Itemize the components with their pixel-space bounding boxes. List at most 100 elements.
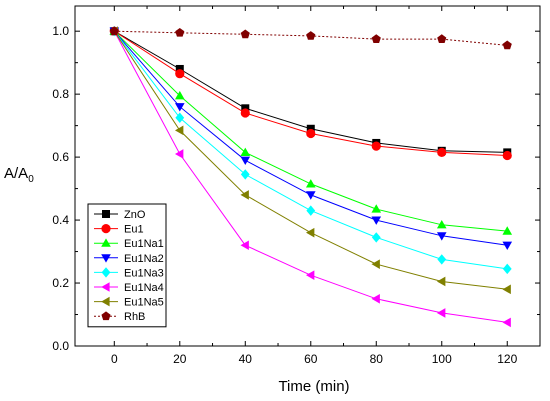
data-point bbox=[305, 270, 315, 280]
data-point bbox=[371, 259, 380, 269]
data-point bbox=[371, 34, 381, 43]
y-tick-label: 0.2 bbox=[52, 276, 69, 290]
data-point bbox=[437, 147, 447, 157]
data-point bbox=[175, 27, 185, 37]
x-tick-label: 40 bbox=[239, 352, 253, 366]
data-point bbox=[174, 125, 184, 136]
data-point bbox=[240, 108, 250, 118]
y-tick-label: 0.4 bbox=[52, 213, 69, 227]
data-point bbox=[502, 241, 513, 251]
x-axis-title: Time (min) bbox=[278, 378, 349, 395]
x-tick-label: 100 bbox=[432, 352, 452, 366]
data-point bbox=[175, 112, 185, 123]
legend-item: Eu1Na3 bbox=[94, 267, 164, 279]
data-point bbox=[305, 227, 315, 238]
x-tick-label: 0 bbox=[111, 352, 118, 366]
data-point bbox=[502, 284, 511, 295]
y-axis-title-sub: 0 bbox=[28, 174, 34, 185]
y-axis: 0.0 0.2 0.4 0.6 0.8 1.0 bbox=[52, 24, 540, 353]
legend-label: Eu1Na2 bbox=[124, 253, 164, 265]
data-point bbox=[502, 40, 512, 50]
y-tick-label: 0.8 bbox=[52, 87, 69, 101]
data-point bbox=[305, 179, 316, 188]
legend-item: Eu1Na5 bbox=[94, 297, 164, 309]
series-line bbox=[113, 30, 508, 323]
data-point bbox=[240, 29, 250, 39]
data-point bbox=[502, 226, 513, 235]
series-eu1 bbox=[109, 26, 512, 161]
legend-label: Eu1Na1 bbox=[124, 238, 164, 250]
data-point bbox=[502, 317, 511, 328]
y-tick-label: 0.0 bbox=[52, 339, 69, 353]
data-point bbox=[174, 103, 185, 112]
legend-label: Eu1Na5 bbox=[124, 297, 164, 309]
data-point bbox=[240, 190, 249, 200]
y-axis-title-main: A/A bbox=[4, 165, 28, 182]
plot-frame bbox=[74, 5, 541, 347]
y-axis-title: A/A0 bbox=[4, 165, 34, 185]
x-tick-label: 80 bbox=[370, 352, 384, 366]
legend-item: Eu1Na4 bbox=[94, 282, 164, 294]
data-point bbox=[174, 149, 184, 159]
series-layer bbox=[109, 25, 513, 328]
x-tick-label: 60 bbox=[304, 352, 318, 366]
legend-label: RhB bbox=[124, 311, 145, 323]
plot-border bbox=[74, 5, 541, 347]
legend-marker bbox=[101, 296, 110, 307]
data-point bbox=[240, 240, 249, 251]
legend-item: Eu1Na1 bbox=[94, 238, 164, 250]
data-point bbox=[502, 150, 512, 161]
legend-item: RhB bbox=[94, 311, 145, 323]
data-point bbox=[436, 232, 447, 241]
data-point bbox=[306, 31, 316, 40]
series-eu1na2 bbox=[109, 27, 513, 251]
data-point bbox=[436, 276, 446, 287]
legend-marker bbox=[101, 267, 111, 278]
data-point bbox=[175, 64, 184, 73]
series-rhb bbox=[109, 26, 512, 50]
series-eu1na5 bbox=[109, 26, 511, 295]
legend-item: Eu1 bbox=[94, 224, 144, 236]
data-point bbox=[371, 232, 381, 243]
legend-label: Eu1 bbox=[124, 224, 144, 236]
data-point bbox=[305, 191, 316, 200]
legend-item: ZnO bbox=[94, 209, 146, 221]
x-tick-label: 120 bbox=[497, 352, 517, 366]
legend-label: Eu1Na4 bbox=[124, 282, 164, 294]
y-tick-label: 0.6 bbox=[52, 150, 69, 164]
legend-marker bbox=[101, 311, 111, 321]
data-point bbox=[502, 263, 512, 275]
legend-marker bbox=[101, 254, 111, 263]
data-point bbox=[306, 124, 315, 133]
x-tick-label: 20 bbox=[173, 352, 187, 366]
data-point bbox=[241, 104, 250, 113]
data-point bbox=[371, 141, 381, 151]
legend-label: Eu1Na3 bbox=[124, 267, 164, 279]
data-point bbox=[437, 254, 447, 265]
data-point bbox=[175, 69, 185, 79]
data-point bbox=[174, 90, 185, 100]
data-point bbox=[371, 293, 380, 304]
data-point bbox=[306, 205, 316, 216]
y-tick-label: 1.0 bbox=[52, 24, 69, 38]
legend-marker bbox=[101, 282, 110, 292]
data-point bbox=[436, 308, 446, 318]
data-point bbox=[240, 156, 251, 166]
legend-label: ZnO bbox=[124, 209, 146, 221]
data-point bbox=[240, 147, 251, 156]
x-axis: 0 20 40 60 80 100 120 bbox=[111, 6, 518, 366]
legend-box bbox=[87, 203, 167, 328]
legend-marker bbox=[101, 224, 111, 234]
legend: ZnO Eu1 Eu1Na1 Eu1Na2 Eu1Na3 Eu1Na4 Eu1Na5 RhB bbox=[87, 203, 167, 328]
data-point bbox=[109, 26, 119, 36]
data-point bbox=[306, 128, 316, 139]
legend-item: Eu1Na2 bbox=[94, 253, 164, 265]
data-point bbox=[371, 204, 382, 213]
data-point bbox=[436, 219, 447, 229]
data-point bbox=[437, 34, 447, 43]
data-point bbox=[240, 169, 250, 180]
legend-marker bbox=[102, 210, 110, 218]
data-point bbox=[371, 216, 382, 225]
legend-marker bbox=[101, 238, 111, 247]
